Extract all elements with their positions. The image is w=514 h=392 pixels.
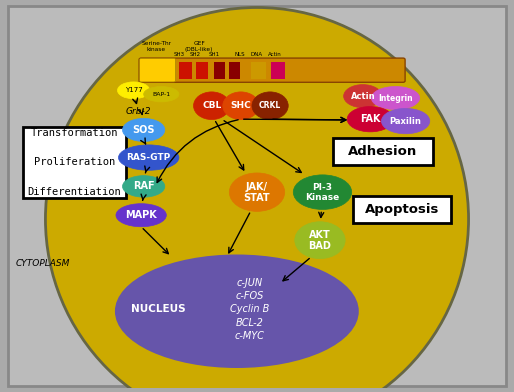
Text: Actin: Actin — [351, 92, 375, 101]
Text: CYTOPLASM: CYTOPLASM — [16, 259, 70, 268]
Text: RAS-GTP: RAS-GTP — [126, 153, 171, 162]
Ellipse shape — [293, 175, 352, 209]
Text: AKT
BAD: AKT BAD — [308, 230, 332, 250]
FancyBboxPatch shape — [140, 58, 175, 82]
Bar — [179, 62, 192, 79]
Text: PI-3
Kinase: PI-3 Kinase — [305, 183, 340, 201]
Text: Serine-Thr
kinase: Serine-Thr kinase — [141, 41, 171, 52]
Ellipse shape — [347, 107, 394, 132]
Ellipse shape — [252, 92, 288, 120]
Ellipse shape — [116, 256, 358, 367]
Text: Actin: Actin — [268, 52, 282, 57]
Text: JAK/
STAT: JAK/ STAT — [244, 182, 270, 203]
Text: Grb-2: Grb-2 — [126, 107, 152, 116]
Text: c-JUN
c-FOS
Cyclin B
BCL-2
c-MYC: c-JUN c-FOS Cyclin B BCL-2 c-MYC — [230, 278, 269, 341]
Ellipse shape — [381, 109, 430, 134]
Ellipse shape — [344, 85, 382, 108]
Text: Apoptosis: Apoptosis — [364, 203, 439, 216]
FancyBboxPatch shape — [333, 138, 433, 165]
Ellipse shape — [223, 92, 259, 120]
Text: BAP-1: BAP-1 — [152, 92, 170, 97]
Text: Adhesion: Adhesion — [348, 145, 417, 158]
Ellipse shape — [45, 7, 469, 392]
Text: SOS: SOS — [133, 125, 155, 135]
Text: MAPK: MAPK — [125, 210, 157, 220]
Text: RAF: RAF — [133, 181, 155, 191]
Text: NUCLEUS: NUCLEUS — [132, 304, 186, 314]
Text: CRKL: CRKL — [259, 101, 281, 110]
Ellipse shape — [143, 87, 179, 102]
Text: GEF
(DBL-like): GEF (DBL-like) — [185, 41, 213, 52]
Bar — [214, 62, 225, 79]
Text: SHC: SHC — [230, 101, 251, 110]
Text: SH3: SH3 — [173, 52, 185, 57]
Bar — [195, 62, 208, 79]
Ellipse shape — [295, 222, 345, 259]
Ellipse shape — [122, 176, 165, 197]
Ellipse shape — [194, 92, 230, 120]
Text: DNA: DNA — [251, 52, 263, 57]
Ellipse shape — [118, 82, 150, 99]
Bar — [229, 62, 241, 79]
FancyBboxPatch shape — [23, 127, 126, 198]
Bar — [251, 62, 266, 79]
Ellipse shape — [371, 87, 420, 109]
FancyBboxPatch shape — [353, 196, 451, 223]
Ellipse shape — [116, 204, 167, 227]
Bar — [271, 62, 285, 79]
Text: CBL: CBL — [202, 101, 222, 110]
Text: NLS: NLS — [234, 52, 245, 57]
FancyBboxPatch shape — [8, 6, 506, 386]
Text: Integrin: Integrin — [378, 94, 413, 103]
FancyBboxPatch shape — [139, 58, 405, 82]
Ellipse shape — [229, 173, 285, 211]
Text: SH1: SH1 — [209, 52, 220, 57]
Text: Y177: Y177 — [125, 87, 142, 93]
Text: Transformation

Proliferation

Differentiation: Transformation Proliferation Differentia… — [28, 128, 121, 197]
Ellipse shape — [122, 118, 165, 142]
Text: SH2: SH2 — [190, 52, 201, 57]
Text: FAK: FAK — [360, 114, 380, 124]
Text: Paxilin: Paxilin — [390, 116, 421, 125]
Ellipse shape — [118, 145, 179, 170]
